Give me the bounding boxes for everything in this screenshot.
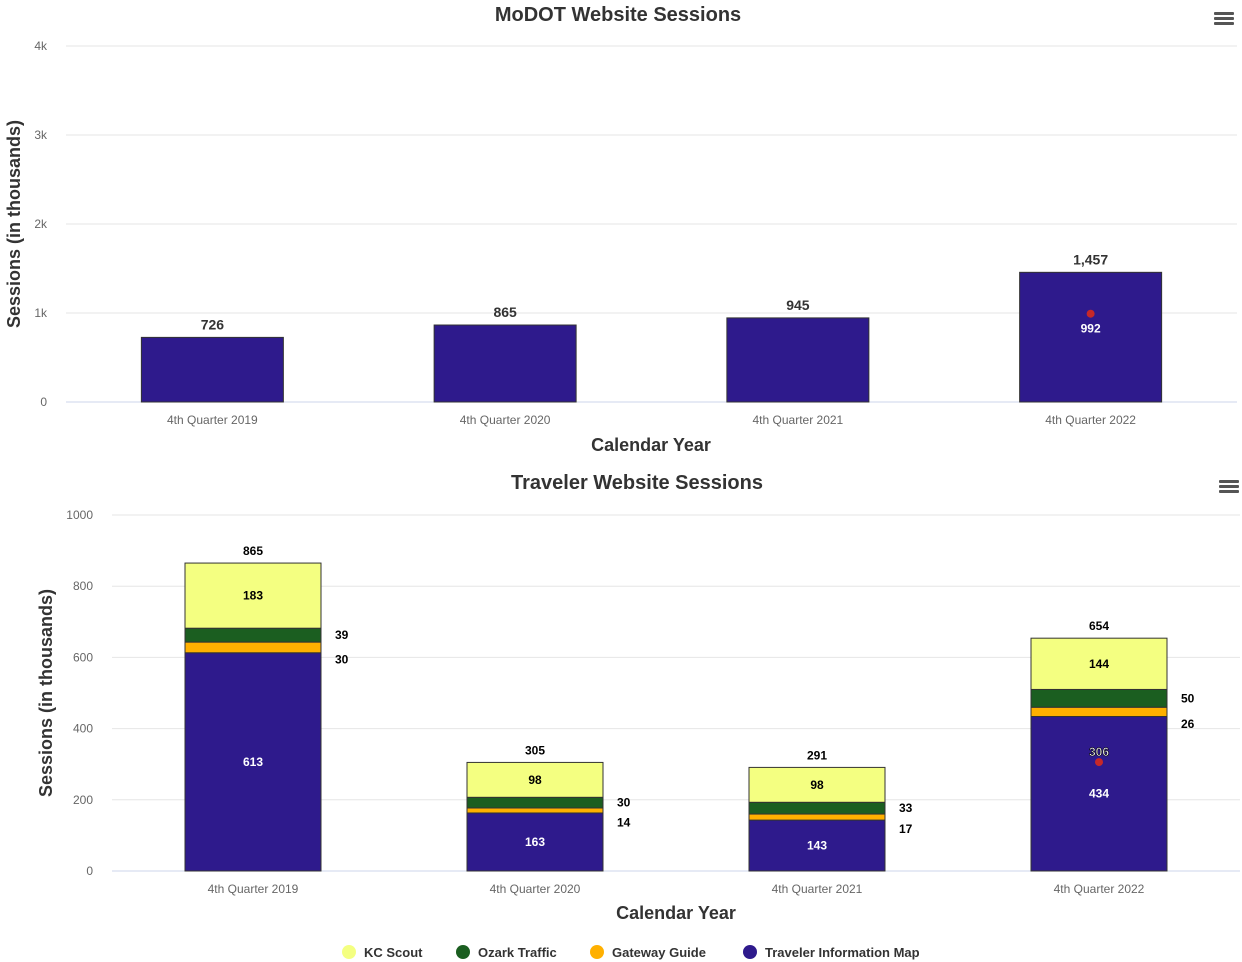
chart-menu-button[interactable] bbox=[1213, 10, 1235, 26]
y-axis-title: Sessions (in thousands) bbox=[4, 120, 24, 328]
data-label: 144 bbox=[1089, 657, 1109, 671]
stacked-bar-segment[interactable] bbox=[184, 641, 322, 654]
bar[interactable] bbox=[726, 317, 870, 403]
legend-swatch bbox=[456, 945, 470, 959]
traveler-sessions-chart: Traveler Website Sessions Sessions (in t… bbox=[36, 472, 1240, 960]
data-label: 26 bbox=[1181, 717, 1195, 731]
y-tick-label: 0 bbox=[40, 395, 47, 409]
data-label: 183 bbox=[243, 589, 263, 603]
total-label: 865 bbox=[243, 544, 263, 558]
data-label: 14 bbox=[617, 815, 631, 829]
y-tick-label: 200 bbox=[73, 793, 93, 807]
y-tick-label: 1000 bbox=[66, 508, 93, 522]
data-label: 30 bbox=[335, 652, 349, 666]
x-tick-label: 4th Quarter 2021 bbox=[753, 413, 844, 427]
stacked-bar-segment[interactable] bbox=[748, 819, 886, 872]
y-axis-title: Sessions (in thousands) bbox=[36, 589, 56, 797]
legend-swatch bbox=[590, 945, 604, 959]
bar[interactable] bbox=[1019, 271, 1163, 403]
x-axis-title: Calendar Year bbox=[591, 435, 711, 455]
bar[interactable] bbox=[433, 324, 577, 403]
stacked-bar-segment[interactable] bbox=[466, 761, 604, 798]
data-label: 613 bbox=[243, 755, 263, 769]
stacked-bar-segment[interactable] bbox=[184, 562, 322, 629]
chart-legend: KC Scout Ozark Traffic Gateway Guide Travel… bbox=[342, 945, 920, 960]
y-tick-label: 800 bbox=[73, 579, 93, 593]
stacked-bar-segment[interactable] bbox=[1030, 688, 1168, 708]
legend-swatch bbox=[743, 945, 757, 959]
data-label: 30 bbox=[617, 796, 631, 810]
x-tick-label: 4th Quarter 2020 bbox=[490, 882, 581, 896]
legend-swatch bbox=[342, 945, 356, 959]
y-tick-label: 4k bbox=[34, 39, 48, 53]
legend-label: Traveler Information Map bbox=[765, 945, 920, 960]
stacked-bar-segment[interactable] bbox=[466, 812, 604, 872]
y-tick-label: 2k bbox=[34, 217, 48, 231]
legend-item[interactable]: Ozark Traffic bbox=[456, 945, 557, 960]
data-label: 98 bbox=[528, 773, 542, 787]
modot-sessions-chart: MoDOT Website Sessions Sessions (in thou… bbox=[4, 4, 1237, 455]
y-tick-label: 0 bbox=[86, 864, 93, 878]
x-tick-label: 4th Quarter 2021 bbox=[772, 882, 863, 896]
total-label: 291 bbox=[807, 748, 827, 762]
data-label: 39 bbox=[335, 628, 349, 642]
annotation-label: 306 bbox=[1089, 745, 1109, 759]
annotation-marker[interactable] bbox=[1095, 758, 1103, 767]
x-axis-title: Calendar Year bbox=[616, 903, 736, 923]
data-label: 17 bbox=[899, 822, 913, 836]
legend-item[interactable]: Traveler Information Map bbox=[743, 945, 920, 960]
stacked-bar-segment[interactable] bbox=[184, 652, 322, 872]
chart-title: Traveler Website Sessions bbox=[511, 472, 763, 494]
x-tick-label: 4th Quarter 2019 bbox=[167, 413, 258, 427]
data-label: 143 bbox=[807, 839, 827, 853]
chart-menu-button[interactable] bbox=[1218, 478, 1240, 494]
total-label: 654 bbox=[1089, 619, 1109, 633]
y-tick-label: 600 bbox=[73, 650, 93, 664]
stacked-bar-segment[interactable] bbox=[748, 801, 886, 815]
data-label: 1,457 bbox=[1073, 251, 1108, 267]
stacked-bar-segment[interactable] bbox=[748, 766, 886, 803]
total-label: 305 bbox=[525, 743, 545, 757]
stacked-bar-segment[interactable] bbox=[466, 796, 604, 809]
data-label: 434 bbox=[1089, 787, 1109, 801]
x-tick-label: 4th Quarter 2022 bbox=[1045, 413, 1136, 427]
annotation-label: 992 bbox=[1081, 322, 1101, 336]
y-tick-label: 3k bbox=[34, 128, 48, 142]
bar[interactable] bbox=[140, 336, 284, 403]
data-label: 163 bbox=[525, 835, 545, 849]
legend-label: Gateway Guide bbox=[612, 945, 706, 960]
data-label: 865 bbox=[493, 304, 517, 320]
y-tick-label: 1k bbox=[34, 306, 48, 320]
stacked-bar-segment[interactable] bbox=[466, 807, 604, 814]
y-tick-label: 400 bbox=[73, 722, 93, 736]
legend-label: Ozark Traffic bbox=[478, 945, 557, 960]
data-label: 726 bbox=[201, 316, 225, 332]
x-tick-label: 4th Quarter 2019 bbox=[208, 882, 299, 896]
stacked-bar-segment[interactable] bbox=[1030, 715, 1168, 872]
legend-label: KC Scout bbox=[364, 945, 423, 960]
legend-item[interactable]: KC Scout bbox=[342, 945, 423, 960]
stacked-bar-segment[interactable] bbox=[1030, 637, 1168, 690]
stacked-bar-segment[interactable] bbox=[748, 813, 886, 821]
legend-item[interactable]: Gateway Guide bbox=[590, 945, 706, 960]
data-label: 945 bbox=[786, 297, 810, 313]
x-tick-label: 4th Quarter 2020 bbox=[460, 413, 551, 427]
stacked-bar-segment[interactable] bbox=[184, 627, 322, 643]
data-label: 33 bbox=[899, 801, 913, 815]
data-label: 98 bbox=[810, 778, 824, 792]
data-label: 50 bbox=[1181, 691, 1195, 705]
stacked-bar-segment[interactable] bbox=[1030, 706, 1168, 717]
x-tick-label: 4th Quarter 2022 bbox=[1054, 882, 1145, 896]
chart-title: MoDOT Website Sessions bbox=[495, 4, 741, 26]
annotation-marker[interactable] bbox=[1086, 309, 1095, 318]
